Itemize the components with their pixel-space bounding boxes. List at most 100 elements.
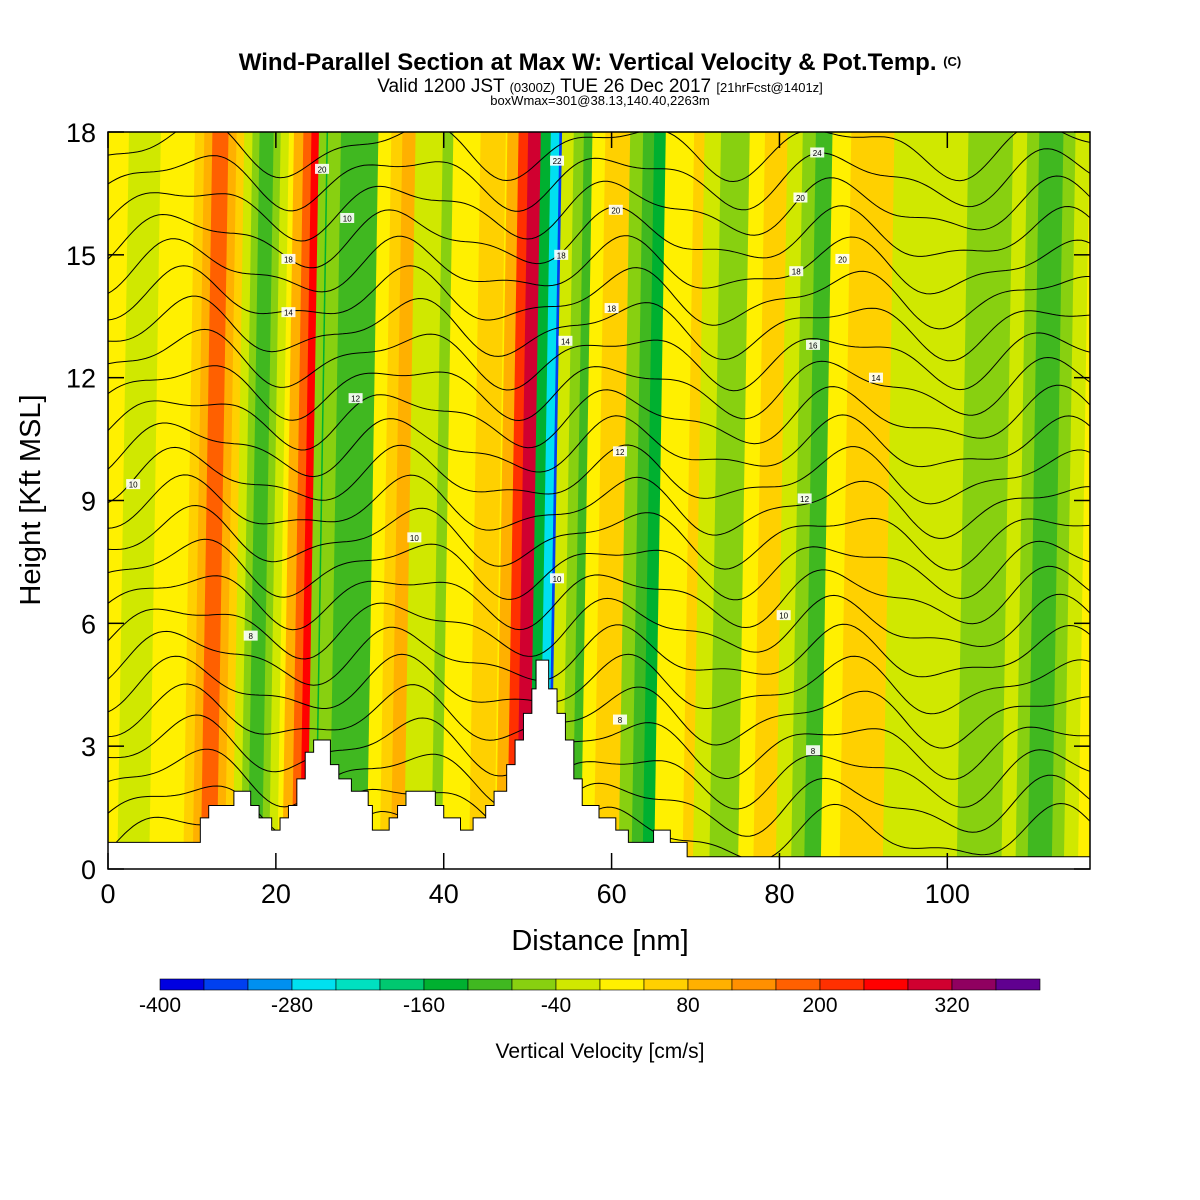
terrain xyxy=(108,659,1090,869)
contour-label-text: 14 xyxy=(284,309,293,318)
y-tick-label: 6 xyxy=(81,609,96,639)
contour-label-text: 18 xyxy=(284,255,293,264)
contour-label-text: 18 xyxy=(557,251,566,260)
velocity-band xyxy=(128,132,150,869)
theta-contour xyxy=(108,504,1090,571)
contour-label-text: 10 xyxy=(129,481,138,490)
colorbar-swatch xyxy=(423,978,469,991)
contour-label-text: 18 xyxy=(607,305,616,314)
contour-label: 18 xyxy=(554,249,569,260)
contour-label-text: 18 xyxy=(792,268,801,277)
theta-contour xyxy=(108,623,1090,686)
theta-contour xyxy=(108,175,1090,242)
colorbar-swatch xyxy=(731,978,777,991)
theta-contour xyxy=(108,205,1090,269)
plot-area: 8 10 10 10 10 8 8 12 12 12 14 14 16 14 18 18 18 18 10 20 20 2… xyxy=(108,132,1090,869)
y-tick-label: 15 xyxy=(66,241,96,271)
contour-label: 10 xyxy=(776,610,791,621)
theta-contour xyxy=(108,565,1090,631)
contour-label: 18 xyxy=(281,253,296,264)
y-tick-label: 0 xyxy=(81,855,96,885)
x-tick-label: 100 xyxy=(925,879,970,909)
y-axis-label: Height [Kft MSL] xyxy=(15,394,47,605)
contour-labels: 8 10 10 10 10 8 8 12 12 12 14 14 16 14 18 18 18 18 10 20 20 2… xyxy=(126,147,883,756)
contour-label: 12 xyxy=(348,393,363,404)
x-tick-label: 60 xyxy=(597,879,627,909)
contour-label-text: 10 xyxy=(410,534,419,543)
contour-label-text: 12 xyxy=(800,495,809,504)
contour-label: 14 xyxy=(558,335,573,346)
axes: 0 20 40 60 80 100 0 3 6 9 12 15 18 xyxy=(66,118,1090,909)
contour-label: 24 xyxy=(810,147,825,158)
theta-contour xyxy=(108,132,1090,183)
chart-title: Wind-Parallel Section at Max W: Vertical… xyxy=(239,49,961,76)
colorbar-tick-label: 320 xyxy=(934,994,969,1017)
velocity-band xyxy=(340,132,375,869)
contour-label: 16 xyxy=(806,339,821,350)
colorbar-tick-label: -400 xyxy=(139,994,181,1017)
y-tick-label: 3 xyxy=(81,732,96,762)
contour-label: 18 xyxy=(789,266,804,277)
contour-label-text: 16 xyxy=(809,341,818,350)
contour-label: 22 xyxy=(550,155,565,166)
colorbar-tick-label: -280 xyxy=(271,994,313,1017)
contour-label-text: 20 xyxy=(318,165,327,174)
theta-contour xyxy=(108,444,1090,505)
contour-label-text: 10 xyxy=(779,612,788,621)
colorbar-swatch xyxy=(863,978,909,991)
contour-label-text: 8 xyxy=(248,632,253,641)
x-axis-label: Distance [nm] xyxy=(511,925,688,957)
contour-label-text: 14 xyxy=(561,337,570,346)
contour-label: 20 xyxy=(793,192,808,203)
theta-contour xyxy=(108,748,1090,810)
contour-label: 10 xyxy=(550,573,565,584)
contour-label-text: 22 xyxy=(553,157,562,166)
colorbar-swatch xyxy=(511,978,557,991)
contour-label-text: 8 xyxy=(811,747,816,756)
colorbar-swatch xyxy=(687,978,733,991)
theta-contour xyxy=(108,265,1090,330)
x-tick-label: 0 xyxy=(100,879,115,909)
contour-label-text: 20 xyxy=(611,206,620,215)
contour-label: 12 xyxy=(612,446,627,457)
velocity-band xyxy=(468,132,506,869)
y-tick-label: 9 xyxy=(81,487,96,517)
contour-label: 10 xyxy=(407,532,422,543)
contour-label-text: 14 xyxy=(872,374,881,383)
theta-contour xyxy=(108,683,1090,749)
contour-label-text: 20 xyxy=(796,194,805,203)
velocity-band xyxy=(968,132,1005,869)
colorbar: -400 -280 -160 -40 80 200 320 xyxy=(139,978,1041,1017)
contour-label: 20 xyxy=(608,204,623,215)
contour-label: 18 xyxy=(604,303,619,314)
contour-label-text: 10 xyxy=(343,214,352,223)
x-tick-label: 40 xyxy=(429,879,459,909)
colorbar-swatch xyxy=(467,978,513,991)
colorbar-swatch xyxy=(379,978,425,991)
velocity-band xyxy=(247,132,274,869)
theta-contour xyxy=(108,714,1090,780)
contour-label: 10 xyxy=(340,212,355,223)
theta-contour xyxy=(108,653,1090,715)
colorbar-swatch xyxy=(599,978,645,991)
colorbar-swatch xyxy=(335,978,381,991)
colorbar-swatch xyxy=(203,978,249,991)
contour-label: 8 xyxy=(612,714,627,725)
theta-contour xyxy=(108,356,1090,422)
theta-contour xyxy=(108,235,1090,295)
contour-label-text: 20 xyxy=(838,255,847,264)
x-tick-label: 20 xyxy=(261,879,291,909)
contour-label: 14 xyxy=(868,372,883,383)
theta-contour xyxy=(108,328,1090,392)
colorbar-swatch xyxy=(159,978,205,991)
theta-contours xyxy=(108,132,1090,869)
contour-label-text: 10 xyxy=(553,575,562,584)
theta-contour xyxy=(108,148,1090,212)
colorbar-tick-label: -160 xyxy=(403,994,445,1017)
colorbar-label: Vertical Velocity [cm/s] xyxy=(496,1040,705,1063)
contour-label-text: 8 xyxy=(618,716,623,725)
colorbar-swatch xyxy=(819,978,865,991)
velocity-field xyxy=(117,132,1090,869)
theta-contour xyxy=(108,414,1090,478)
